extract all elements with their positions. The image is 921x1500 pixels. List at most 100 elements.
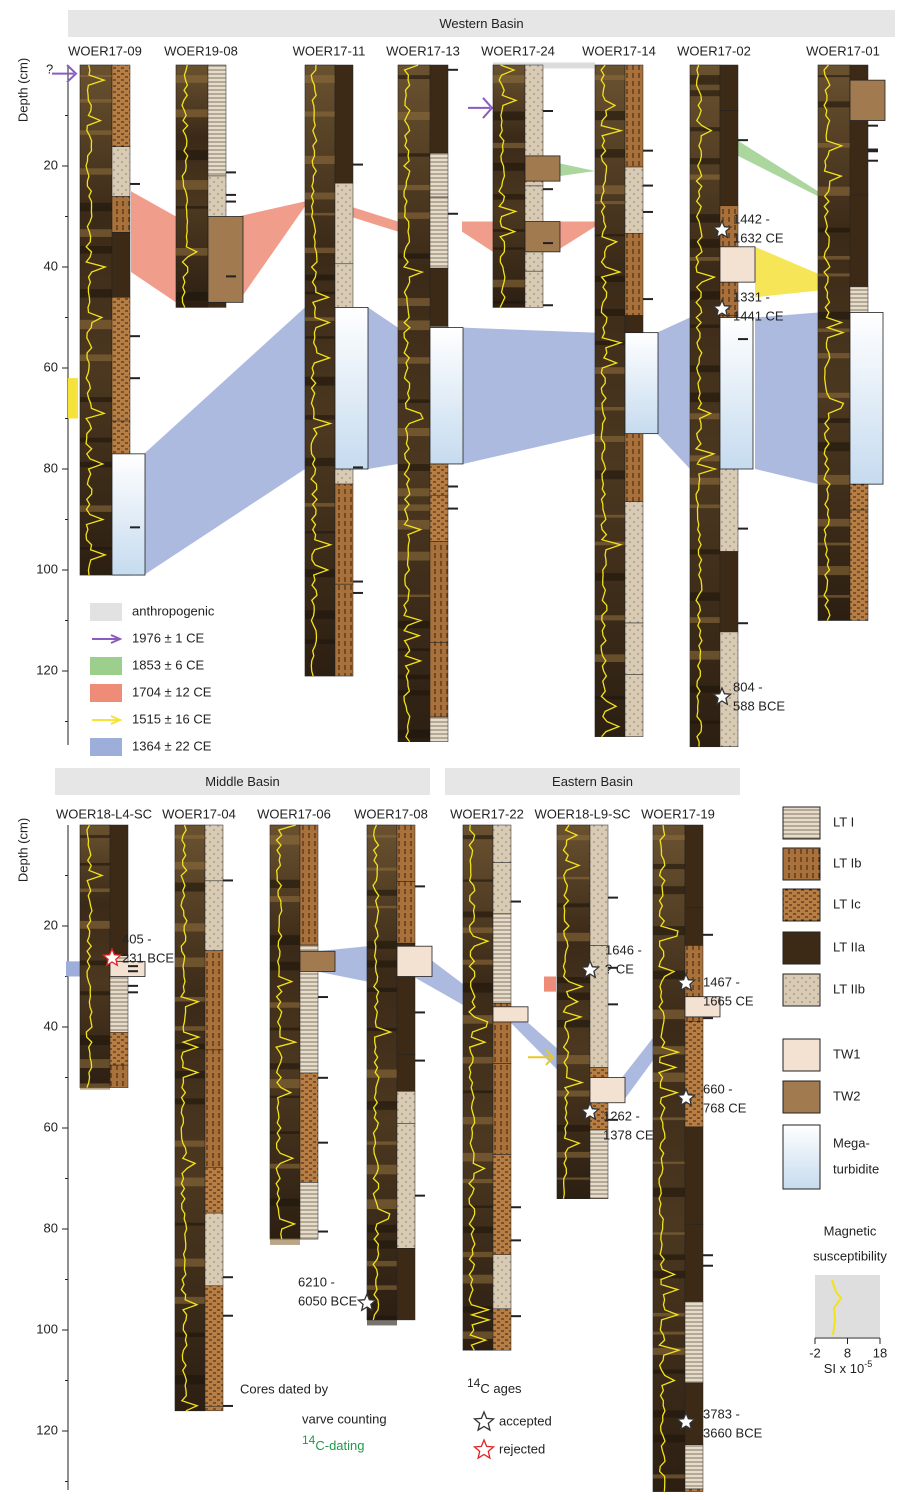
legend-label: 1976 ± 1 CE bbox=[132, 630, 205, 645]
lithology bbox=[685, 1224, 703, 1301]
correlation-band bbox=[657, 318, 690, 470]
lithology bbox=[625, 65, 643, 167]
lithology bbox=[685, 1489, 703, 1492]
core-band bbox=[557, 1020, 590, 1027]
lithology bbox=[300, 1182, 318, 1239]
core-band bbox=[176, 150, 208, 160]
core-band bbox=[653, 1332, 685, 1335]
lithology bbox=[493, 1255, 511, 1309]
lithology bbox=[397, 1055, 415, 1092]
mag-tick-label: -2 bbox=[809, 1345, 821, 1360]
lithology bbox=[430, 65, 448, 153]
lithology bbox=[205, 1406, 223, 1410]
core-band bbox=[818, 519, 850, 527]
correlation-band bbox=[755, 312, 818, 484]
core-band bbox=[653, 835, 685, 840]
lithology bbox=[625, 502, 643, 623]
core-band bbox=[398, 730, 430, 739]
lithology bbox=[493, 825, 511, 863]
lithology bbox=[625, 674, 643, 736]
lithology bbox=[335, 183, 353, 264]
core-band bbox=[653, 1474, 685, 1478]
core-band bbox=[690, 455, 720, 461]
lithology bbox=[397, 1248, 415, 1320]
core-band bbox=[653, 1010, 685, 1020]
depth-tick-label: 60 bbox=[44, 359, 58, 374]
core-band bbox=[270, 1028, 300, 1031]
core-band bbox=[80, 203, 112, 212]
lithology bbox=[205, 1286, 223, 1406]
core-band bbox=[653, 1254, 685, 1260]
core-band bbox=[305, 275, 335, 281]
core-band bbox=[80, 168, 112, 174]
core-band bbox=[653, 1410, 685, 1417]
legend-arrow bbox=[92, 716, 120, 724]
unit-mega bbox=[335, 307, 368, 469]
core-band bbox=[305, 75, 335, 83]
unit-tw2 bbox=[525, 156, 560, 181]
core-name: WOER17-13 bbox=[386, 43, 460, 58]
core-band bbox=[818, 228, 850, 233]
depth-tick-label: 100 bbox=[36, 561, 58, 576]
core-image bbox=[653, 825, 685, 1492]
lithotype-swatch bbox=[783, 932, 820, 964]
core-band bbox=[80, 961, 110, 966]
core-band bbox=[305, 248, 335, 253]
core-band bbox=[305, 639, 335, 643]
core-band bbox=[270, 880, 300, 888]
core-band bbox=[557, 1178, 590, 1180]
age-label: 3783 - bbox=[703, 1406, 740, 1421]
lithology bbox=[625, 623, 643, 674]
lithology bbox=[397, 881, 415, 943]
unit-mega bbox=[850, 312, 883, 484]
core-band bbox=[305, 213, 335, 216]
core-band bbox=[398, 75, 430, 79]
age-label: 1262 - bbox=[603, 1108, 640, 1123]
core-band bbox=[653, 926, 685, 935]
core-band bbox=[398, 648, 430, 651]
core-band bbox=[175, 862, 205, 870]
lithotype-swatch bbox=[783, 1081, 820, 1113]
lithotype-swatch bbox=[783, 974, 820, 1006]
lithology bbox=[430, 542, 448, 643]
event-arrow bbox=[52, 65, 76, 82]
core-band bbox=[653, 1046, 685, 1054]
dating-title: Cores dated by bbox=[240, 1381, 329, 1396]
figure: Western BasinMiddle BasinEastern Basin20… bbox=[0, 0, 921, 1495]
correlation-band bbox=[350, 206, 398, 231]
core-band bbox=[653, 886, 685, 894]
unit-tw2 bbox=[208, 217, 243, 303]
core-band bbox=[175, 1375, 205, 1384]
core-band bbox=[367, 906, 397, 908]
core-band bbox=[80, 1083, 110, 1089]
core-band bbox=[595, 573, 625, 581]
core-band bbox=[398, 552, 430, 561]
core-band bbox=[690, 214, 720, 223]
event-box bbox=[68, 378, 78, 418]
core-band bbox=[690, 686, 720, 693]
core-band bbox=[305, 111, 335, 116]
lithology bbox=[625, 167, 643, 233]
age-label: 231 BCE bbox=[122, 950, 174, 965]
core-band bbox=[305, 377, 335, 386]
dating-c14: 14C-dating bbox=[302, 1433, 365, 1453]
core-band bbox=[367, 1101, 397, 1110]
core-name: WOER17-24 bbox=[481, 43, 555, 58]
core-band bbox=[398, 428, 430, 436]
core-band bbox=[690, 257, 720, 261]
core-band bbox=[80, 246, 112, 253]
core-band bbox=[595, 407, 625, 410]
core-name: WOER17-09 bbox=[68, 43, 142, 58]
lithology bbox=[720, 111, 738, 206]
core-name: WOER17-08 bbox=[354, 806, 428, 821]
core-band bbox=[176, 180, 208, 190]
core-band bbox=[557, 835, 590, 840]
basin-title: Western Basin bbox=[439, 16, 523, 31]
lithology bbox=[590, 825, 608, 945]
mag-tick-label: 8 bbox=[844, 1345, 851, 1360]
age-label: 1632 CE bbox=[733, 230, 784, 245]
lithology bbox=[493, 1154, 511, 1254]
correlation-band bbox=[238, 201, 305, 302]
lithology bbox=[493, 1309, 511, 1350]
correlation-band bbox=[555, 222, 595, 252]
